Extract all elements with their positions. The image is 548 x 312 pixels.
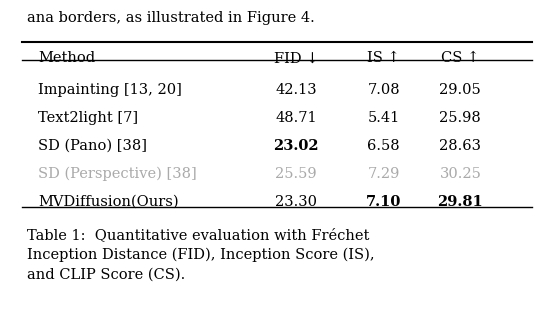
Text: Table 1:  Quantitative evaluation with Fréchet
Inception Distance (FID), Incepti: Table 1: Quantitative evaluation with Fr… xyxy=(27,228,375,281)
Text: 6.58: 6.58 xyxy=(367,139,400,153)
Text: CS ↑: CS ↑ xyxy=(441,51,480,66)
Text: 5.41: 5.41 xyxy=(368,111,399,125)
Text: MVDiffusion(Ours): MVDiffusion(Ours) xyxy=(38,195,179,209)
Text: 48.71: 48.71 xyxy=(275,111,317,125)
Text: 7.08: 7.08 xyxy=(367,83,400,97)
Text: Text2light [7]: Text2light [7] xyxy=(38,111,139,125)
Text: SD (Perspective) [38]: SD (Perspective) [38] xyxy=(38,167,197,181)
Text: 25.59: 25.59 xyxy=(275,167,317,181)
Text: 23.30: 23.30 xyxy=(275,195,317,209)
Text: ana borders, as illustrated in Figure 4.: ana borders, as illustrated in Figure 4. xyxy=(27,11,315,25)
Text: Impainting [13, 20]: Impainting [13, 20] xyxy=(38,83,182,97)
Text: 28.63: 28.63 xyxy=(439,139,481,153)
Text: 29.81: 29.81 xyxy=(437,195,483,209)
Text: 25.98: 25.98 xyxy=(439,111,481,125)
Text: 7.29: 7.29 xyxy=(367,167,400,181)
Text: FID ↓: FID ↓ xyxy=(273,51,318,66)
Text: 7.10: 7.10 xyxy=(366,195,401,209)
Text: IS ↑: IS ↑ xyxy=(367,51,400,66)
Text: 23.02: 23.02 xyxy=(273,139,319,153)
Text: SD (Pano) [38]: SD (Pano) [38] xyxy=(38,139,147,153)
Text: 29.05: 29.05 xyxy=(439,83,481,97)
Text: 42.13: 42.13 xyxy=(275,83,317,97)
Text: Method: Method xyxy=(38,51,95,66)
Text: 30.25: 30.25 xyxy=(439,167,481,181)
